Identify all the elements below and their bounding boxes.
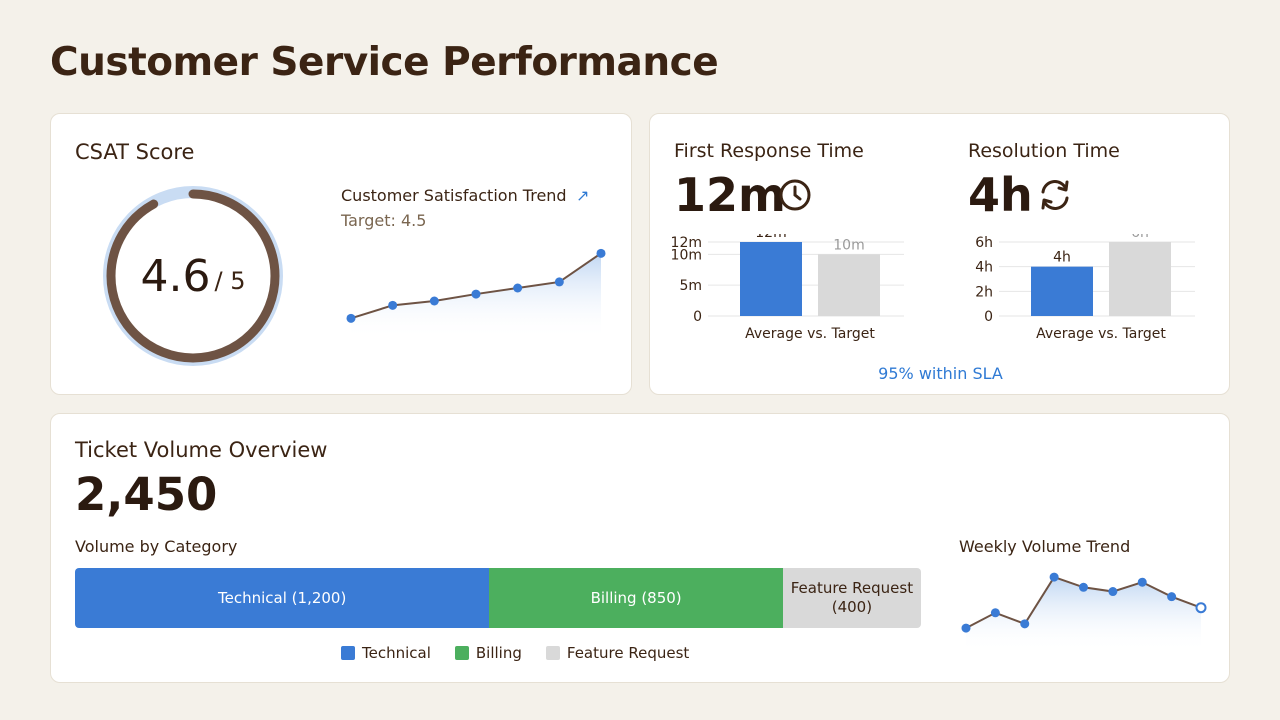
bar-average [1031,266,1093,316]
csat-value: 4.6 [140,250,211,302]
trend-point [1079,582,1088,592]
csat-gauge [103,186,283,366]
y-tick-label: 6h [975,235,993,251]
trend-point [1137,577,1147,587]
page-title: Customer Service Performance [50,40,719,85]
trend-point [990,608,1000,618]
y-tick-label: 10m [671,247,702,263]
trend-point [429,296,439,306]
legend-label-feature-request: Feature Request [566,644,690,662]
bar-target [818,254,880,316]
response-card: First Response Time 12m Resolution Time … [649,113,1230,395]
csat-target-label: Target: 4.5 [341,211,427,230]
volume-stacked-bar: Technical (1,200) Billing (850) Feature … [75,568,921,628]
csat-max: / 5 [214,267,246,295]
trend-area [966,577,1201,652]
csat-value-display: 4.6 / 5 [103,186,283,366]
csat-trend-chart [346,248,606,339]
refresh-icon [1041,180,1069,210]
segment-billing: Billing (850) [489,568,783,628]
x-axis-label: Average vs. Target [745,326,875,342]
trend-point [961,623,971,633]
ticket-card: Ticket Volume Overview 2,450 Volume by C… [50,413,1230,683]
trend-point [1049,572,1059,582]
resolution-chart: 0 2h 4h 6h 4h 6h Average vs. Target [975,234,1195,342]
category-title: Volume by Category [75,537,238,556]
sla-note: 95% within SLA [878,364,1003,383]
resolution-value: 4h [968,168,1033,222]
trend-point [513,283,523,293]
x-axis-label: Average vs. Target [1036,326,1166,342]
y-tick-label: 4h [975,260,993,276]
legend-item-technical: Technical [341,644,431,662]
trend-point [1167,592,1177,602]
first-response-title: First Response Time [674,140,864,162]
ticket-total: 2,450 [75,468,218,521]
segment-label-technical: Technical (1,200) [218,588,347,607]
bar-average [740,242,802,316]
first-response-value: 12m [674,168,786,222]
legend-label-billing: Billing [475,644,522,662]
legend-swatch-feature-request [545,646,560,660]
trend-point [1195,602,1207,614]
y-tick-label: 5m [679,278,702,294]
clock-icon [779,179,811,211]
ticket-title: Ticket Volume Overview [75,438,328,462]
resolution-title: Resolution Time [968,140,1120,162]
bar-data-label: 4h [1053,250,1071,266]
trend-point [596,248,606,258]
segment-label-feature-request: Feature Request (400) [790,579,914,616]
trend-point [1108,587,1118,597]
legend-item-billing: Billing [454,644,522,662]
y-tick-label: 0 [984,309,993,325]
csat-card: CSAT Score 4.6 / 5 Customer Satisfaction… [50,113,632,395]
trend-point [1020,619,1030,629]
weekly-title: Weekly Volume Trend [959,537,1131,556]
y-tick-label: 2h [975,284,993,300]
segment-technical: Technical (1,200) [75,568,490,628]
category-legend: Technical Billing Feature Request [341,644,689,662]
trend-point [388,300,398,310]
bar-data-label: 12m [755,234,786,241]
trend-up-arrow-icon: ↗ [576,186,590,205]
legend-swatch-billing [454,646,469,660]
trend-point [554,277,564,287]
segment-label-billing: Billing (850) [590,588,682,607]
bar-data-label: 6h [1131,234,1149,241]
csat-trend-title: Customer Satisfaction Trend [341,186,567,205]
y-tick-label: 12m [671,235,702,251]
legend-item-feature-request: Feature Request [545,644,690,662]
segment-feature-request: Feature Request (400) [782,568,921,628]
trend-point [346,313,356,323]
weekly-trend-chart [961,572,1207,652]
bar-target [1109,242,1171,316]
trend-point [471,289,481,299]
legend-label-technical: Technical [362,644,431,662]
gauge-value-arc [106,189,280,363]
csat-title: CSAT Score [75,140,195,164]
y-tick-label: 0 [693,309,702,325]
first-response-chart: 05m10m12m12m10mAverage vs. Target [671,234,904,342]
bar-data-label: 10m [833,237,864,253]
legend-swatch-technical [341,646,355,660]
